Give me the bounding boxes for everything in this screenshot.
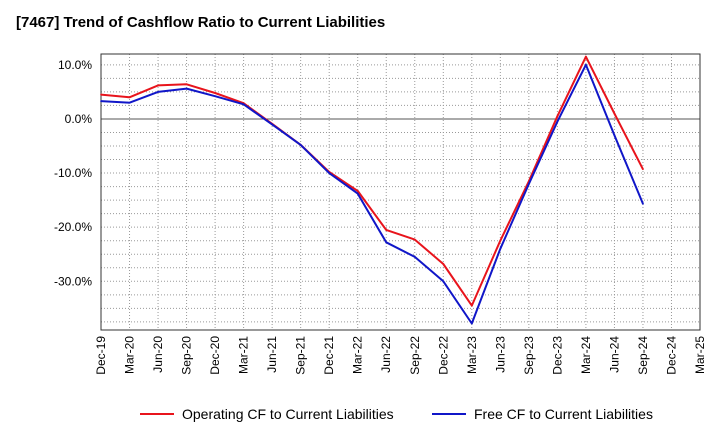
x-tick-label: Sep-23 bbox=[522, 336, 536, 375]
data-point bbox=[356, 190, 359, 192]
legend: Operating CF to Current Liabilities Free … bbox=[140, 406, 653, 422]
axis-layer: 10.0% 0.0% -10.0% -20.0% -30.0% Dec-19 Mar-20 J… bbox=[54, 53, 707, 375]
x-tick-label: Jun-22 bbox=[379, 336, 393, 373]
data-point bbox=[299, 144, 302, 146]
data-point bbox=[642, 168, 644, 171]
data-point bbox=[442, 280, 445, 283]
x-tick-label: Dec-21 bbox=[322, 336, 336, 375]
x-tick-label: Jun-24 bbox=[607, 336, 621, 373]
x-tick-label: Mar-20 bbox=[123, 336, 137, 374]
x-tick-label: Jun-23 bbox=[493, 336, 507, 373]
x-tick-label: Mar-23 bbox=[465, 336, 479, 374]
data-point bbox=[185, 83, 188, 86]
x-tick-label: Dec-24 bbox=[664, 336, 678, 375]
data-point bbox=[585, 64, 587, 66]
chart-title: [7467] Trend of Cashflow Ratio to Curren… bbox=[16, 14, 386, 31]
y-tick-label: 0.0% bbox=[65, 112, 93, 126]
y-tick-label: -10.0% bbox=[54, 166, 92, 180]
data-point bbox=[157, 91, 159, 93]
y-tick-label: 10.0% bbox=[58, 58, 92, 72]
x-tick-label: Dec-20 bbox=[208, 336, 222, 375]
x-tick-label: Mar-21 bbox=[237, 336, 251, 374]
data-point bbox=[157, 84, 159, 87]
y-tick-label: -20.0% bbox=[54, 220, 92, 234]
data-point bbox=[556, 115, 559, 118]
data-point bbox=[413, 238, 416, 241]
data-point bbox=[385, 241, 388, 244]
data-point bbox=[214, 95, 216, 98]
series-layer bbox=[100, 55, 644, 325]
x-tick-label: Dec-19 bbox=[94, 336, 108, 375]
data-point bbox=[556, 120, 559, 123]
x-tick-label: Sep-20 bbox=[180, 336, 194, 375]
data-point bbox=[100, 100, 102, 102]
x-tick-label: Sep-22 bbox=[408, 336, 422, 375]
data-point bbox=[642, 203, 644, 205]
plot-border bbox=[100, 53, 701, 331]
x-tick-label: Dec-23 bbox=[550, 336, 564, 375]
data-point bbox=[471, 304, 473, 307]
data-point bbox=[413, 256, 416, 258]
data-point bbox=[356, 192, 359, 195]
data-point bbox=[385, 229, 388, 231]
legend-label: Free CF to Current Liabilities bbox=[474, 406, 653, 422]
x-tick-label: Jun-20 bbox=[151, 336, 165, 373]
y-tick-label: -30.0% bbox=[54, 274, 92, 288]
data-point bbox=[499, 248, 502, 250]
x-tick-label: Dec-22 bbox=[436, 336, 450, 375]
data-point bbox=[613, 134, 616, 136]
data-point bbox=[528, 183, 530, 185]
data-point bbox=[471, 322, 473, 325]
series-line-free-cf bbox=[100, 63, 644, 325]
data-point bbox=[613, 112, 616, 115]
series-line-operating-cf bbox=[100, 55, 644, 307]
data-point bbox=[271, 123, 273, 126]
data-point bbox=[128, 101, 131, 104]
data-point bbox=[214, 92, 216, 94]
x-tick-label: Mar-24 bbox=[579, 336, 593, 374]
data-point bbox=[100, 93, 102, 96]
grid-layer bbox=[100, 54, 701, 330]
legend-label: Operating CF to Current Liabilities bbox=[182, 406, 394, 422]
x-tick-label: Mar-22 bbox=[351, 336, 365, 374]
x-tick-label: Sep-24 bbox=[636, 336, 650, 375]
data-point bbox=[242, 103, 245, 106]
data-point bbox=[328, 172, 330, 174]
x-tick-label: Mar-25 bbox=[693, 336, 707, 374]
data-point bbox=[185, 87, 188, 90]
data-point bbox=[499, 239, 502, 242]
x-tick-label: Jun-21 bbox=[265, 336, 279, 373]
data-point bbox=[442, 263, 445, 265]
data-point bbox=[128, 96, 131, 99]
x-tick-label: Sep-21 bbox=[294, 336, 308, 375]
data-point bbox=[585, 55, 587, 58]
